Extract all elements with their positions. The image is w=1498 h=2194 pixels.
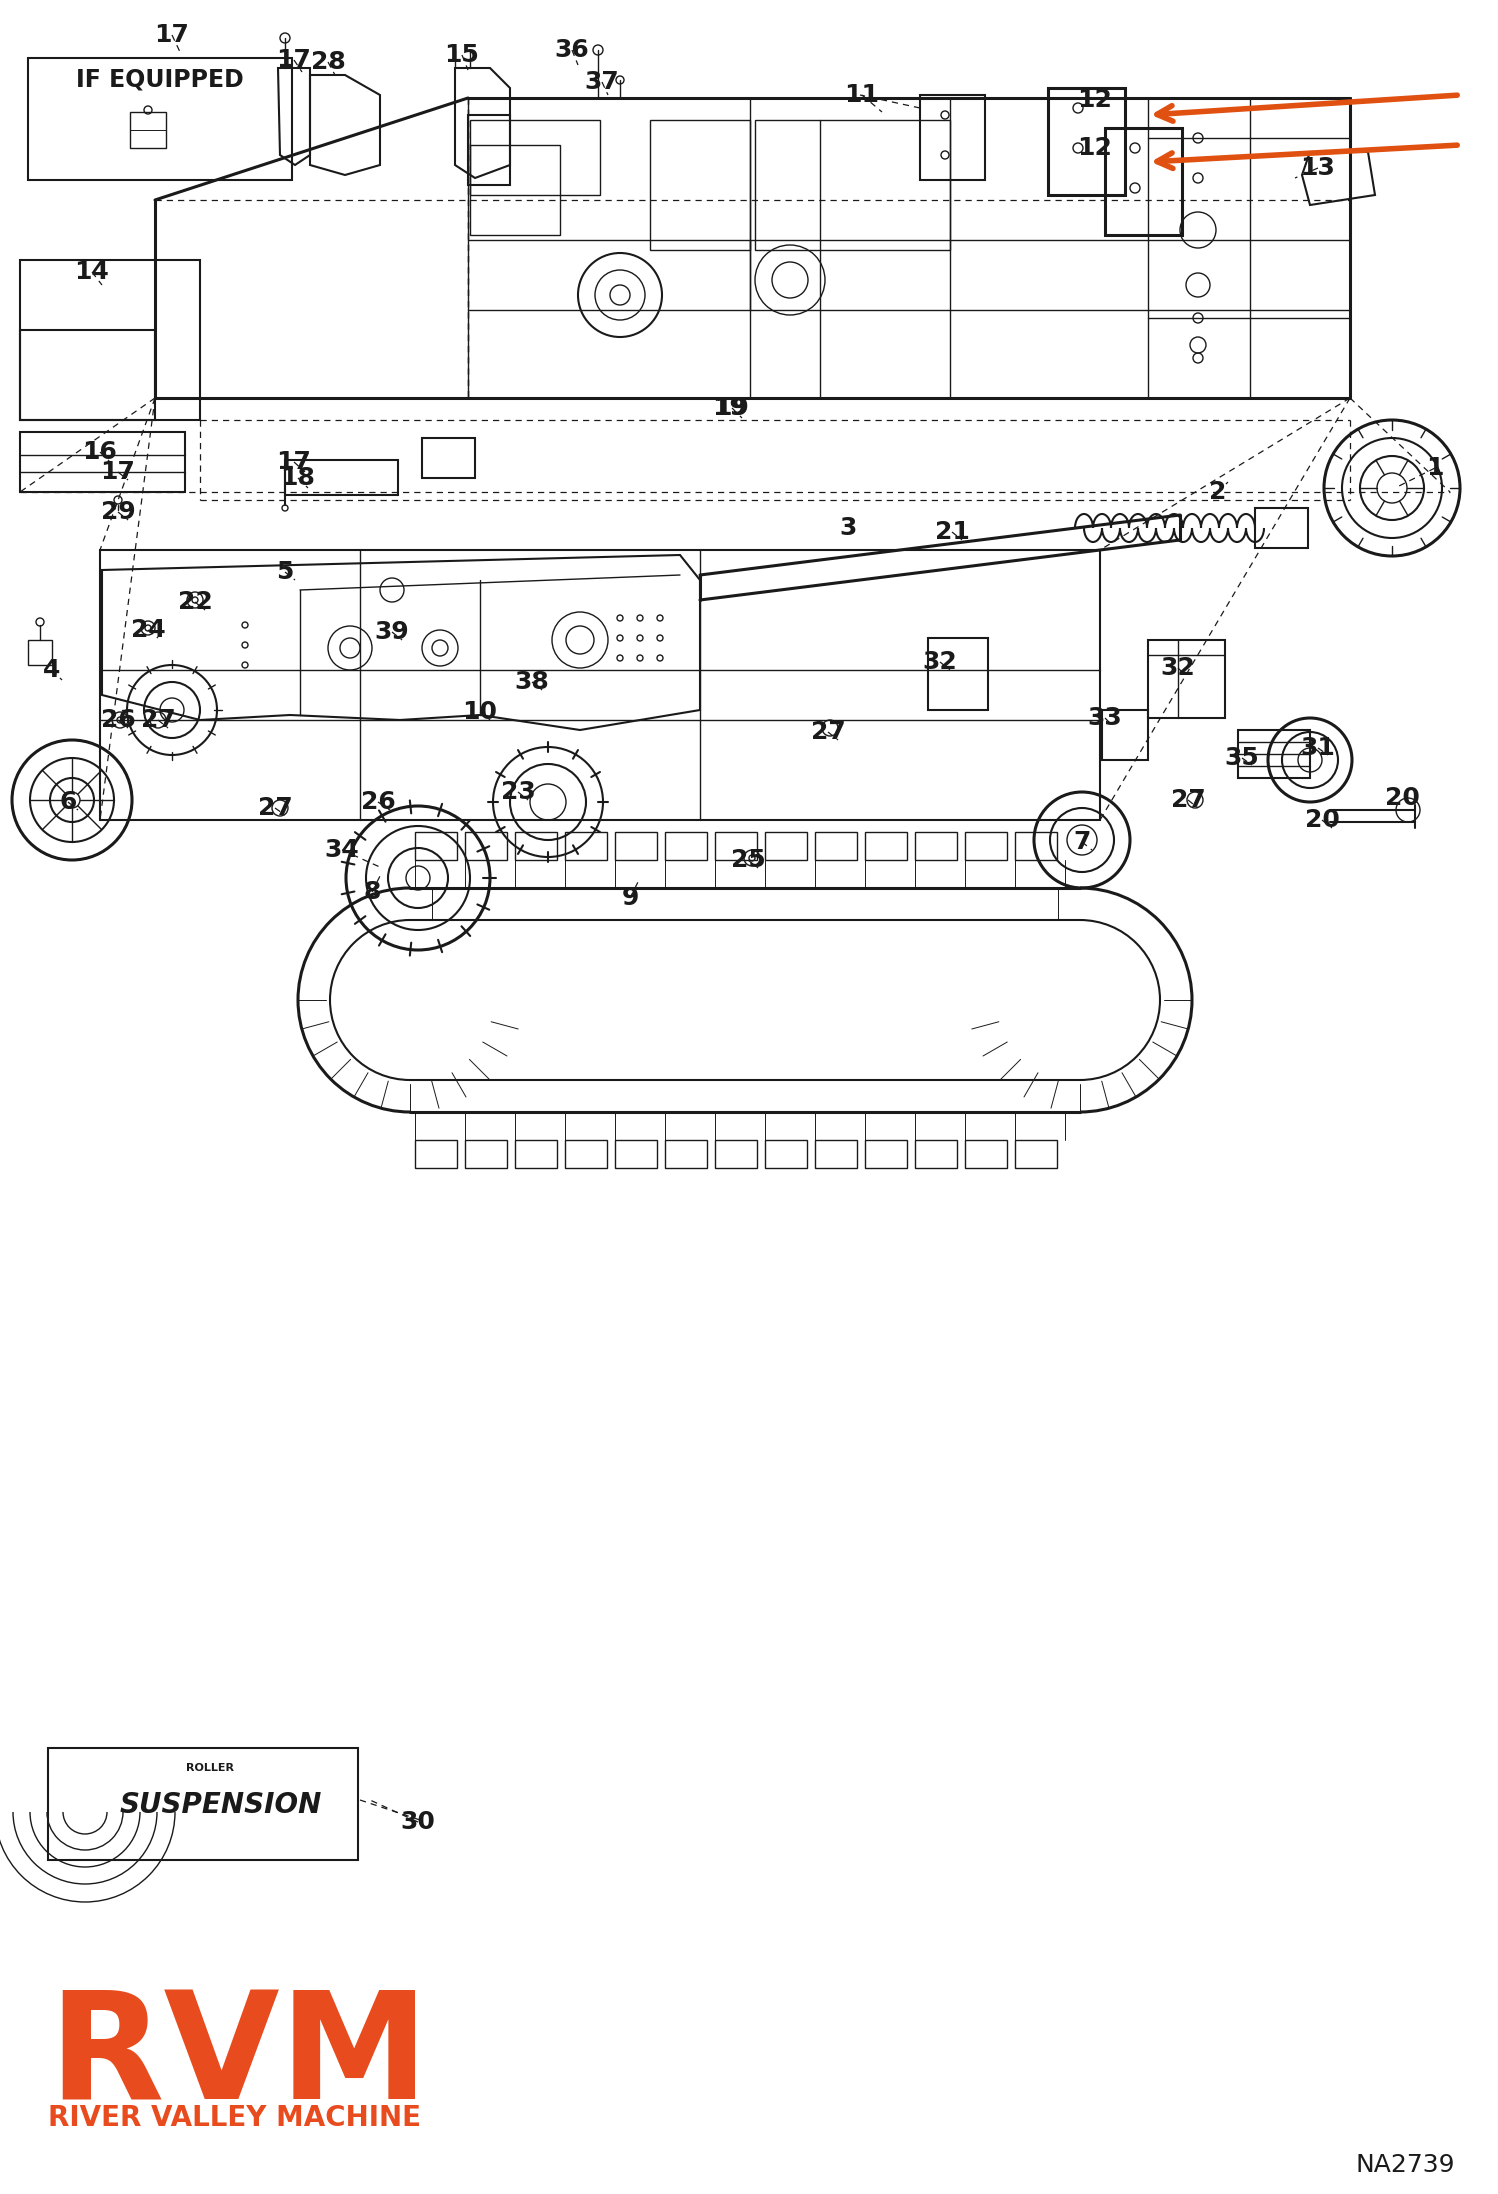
Text: 23: 23 [500, 781, 535, 803]
Text: 1: 1 [1426, 456, 1444, 480]
Bar [1016, 832, 1058, 860]
Bar [765, 1141, 807, 1167]
Text: 33: 33 [1088, 706, 1122, 731]
Text: 18: 18 [280, 465, 316, 489]
Text: ROLLER: ROLLER [186, 1764, 234, 1773]
Text: 27: 27 [141, 709, 175, 733]
Bar [715, 1141, 756, 1167]
Text: 32: 32 [1161, 656, 1195, 680]
Text: 32: 32 [923, 649, 957, 674]
Text: 20: 20 [1305, 807, 1339, 832]
Text: 3: 3 [839, 516, 857, 540]
Bar [965, 1141, 1007, 1167]
Bar [415, 1141, 457, 1167]
Text: 10: 10 [463, 700, 497, 724]
Text: 31: 31 [1300, 735, 1335, 759]
Text: 17: 17 [277, 48, 312, 72]
Text: 28: 28 [310, 50, 346, 75]
Text: 17: 17 [100, 461, 135, 485]
Text: 36: 36 [554, 37, 589, 61]
Text: 27: 27 [1170, 788, 1206, 812]
Text: 6: 6 [60, 790, 76, 814]
Text: 17: 17 [277, 450, 312, 474]
Text: 21: 21 [935, 520, 969, 544]
Text: 13: 13 [1300, 156, 1335, 180]
Bar [415, 832, 457, 860]
Bar [915, 832, 957, 860]
Text: 25: 25 [731, 849, 765, 871]
Bar [715, 832, 756, 860]
Text: 20: 20 [1384, 785, 1420, 810]
Text: 38: 38 [515, 669, 550, 693]
Text: 17: 17 [154, 22, 189, 46]
Text: 15: 15 [445, 44, 479, 68]
Text: 14: 14 [75, 261, 109, 283]
Text: 12: 12 [1077, 88, 1113, 112]
Text: 24: 24 [130, 619, 165, 643]
Text: 11: 11 [845, 83, 879, 108]
Bar [864, 832, 906, 860]
Bar [565, 832, 607, 860]
Text: 16: 16 [82, 441, 117, 463]
Text: 5: 5 [276, 559, 294, 584]
Bar [1016, 1141, 1058, 1167]
Text: 2: 2 [1209, 480, 1227, 505]
Text: RVM: RVM [48, 1986, 428, 2130]
Text: IF EQUIPPED: IF EQUIPPED [76, 68, 244, 92]
Text: 4: 4 [43, 658, 61, 682]
Text: 35: 35 [1225, 746, 1260, 770]
Bar [864, 1141, 906, 1167]
Bar [965, 832, 1007, 860]
Text: 19: 19 [715, 395, 749, 419]
Text: 27: 27 [810, 720, 845, 744]
Bar [464, 832, 506, 860]
Text: RIVER VALLEY MACHINE: RIVER VALLEY MACHINE [48, 2104, 421, 2133]
Text: NA2739: NA2739 [1356, 2152, 1455, 2176]
Bar [915, 1141, 957, 1167]
Text: 26: 26 [361, 790, 395, 814]
Text: 39: 39 [374, 621, 409, 645]
Bar [665, 1141, 707, 1167]
Text: 9: 9 [622, 886, 638, 911]
Text: 8: 8 [364, 880, 380, 904]
Text: 12: 12 [1077, 136, 1113, 160]
Bar [665, 832, 707, 860]
Bar [765, 832, 807, 860]
Text: 37: 37 [584, 70, 619, 94]
Bar [565, 1141, 607, 1167]
Text: 19: 19 [713, 395, 748, 419]
Text: 22: 22 [178, 590, 213, 614]
Bar [616, 1141, 658, 1167]
Text: 26: 26 [100, 709, 135, 733]
Text: 34: 34 [325, 838, 360, 862]
Bar [815, 1141, 857, 1167]
Bar [515, 1141, 557, 1167]
Text: 7: 7 [1073, 829, 1091, 853]
Bar [815, 832, 857, 860]
Text: 29: 29 [100, 500, 135, 524]
Text: SUSPENSION: SUSPENSION [120, 1790, 322, 1819]
Text: 30: 30 [400, 1810, 436, 1834]
Bar [616, 832, 658, 860]
Bar [464, 1141, 506, 1167]
Bar [515, 832, 557, 860]
Text: 27: 27 [258, 796, 292, 821]
